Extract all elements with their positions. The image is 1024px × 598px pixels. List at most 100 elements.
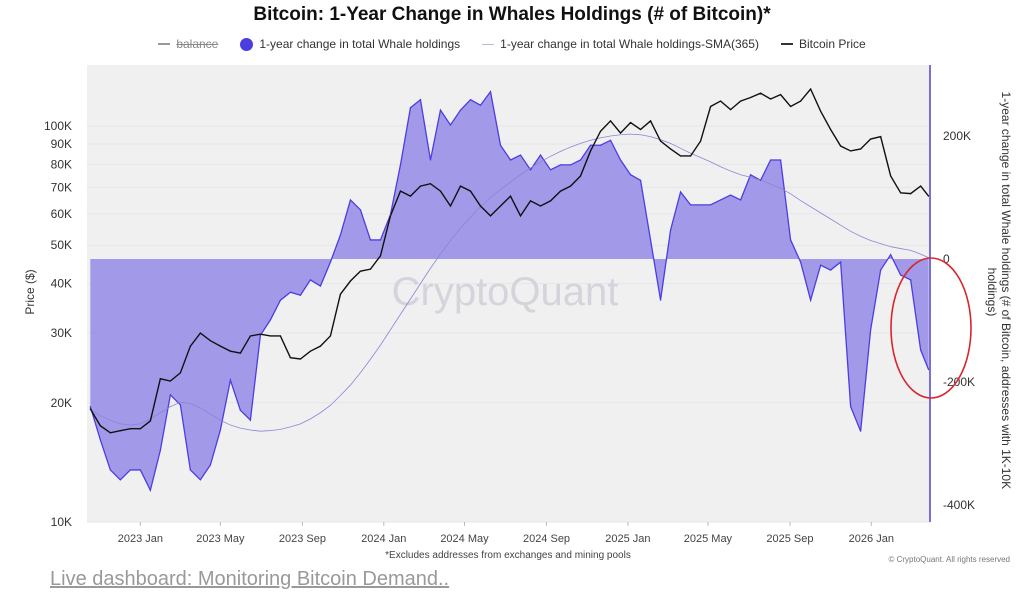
bitcoin-price-point xyxy=(279,335,282,337)
bitcoin-price-point xyxy=(209,340,211,342)
legend-item-balance[interactable]: balance xyxy=(158,37,218,51)
bitcoin-price-point xyxy=(519,215,522,217)
whale-change-point xyxy=(399,164,402,166)
whale-change-point xyxy=(199,479,201,481)
whale-change-point xyxy=(369,239,372,241)
whale-change-point xyxy=(349,199,352,201)
bitcoin-price-point xyxy=(269,335,272,337)
bitcoin-price-point xyxy=(928,195,930,197)
whale-change-point xyxy=(639,179,642,181)
left-tick-label: 100K xyxy=(44,119,72,133)
whale-change-point xyxy=(299,294,302,296)
whale-change-point xyxy=(780,159,782,161)
whale-change-point xyxy=(429,159,432,161)
whale-change-point xyxy=(649,239,652,241)
bitcoin-price-point xyxy=(99,425,101,427)
whale-change-point xyxy=(659,299,662,301)
bitcoin-price-point xyxy=(649,120,652,122)
bitcoin-price-point xyxy=(619,132,622,134)
bitcoin-price-point xyxy=(339,293,342,295)
whale-change-point xyxy=(729,194,732,196)
bitcoin-price-point xyxy=(739,100,742,102)
bitcoin-price-point xyxy=(439,190,442,192)
x-tick-label: 2023 May xyxy=(196,533,245,545)
whale-change-point xyxy=(749,174,752,176)
bitcoin-price-point xyxy=(249,335,251,337)
whale-change-point xyxy=(309,279,312,281)
whale-change-point xyxy=(239,409,241,411)
bitcoin-price-point xyxy=(509,195,512,197)
x-tick-label: 2026 Jan xyxy=(849,533,894,545)
whale-change-point xyxy=(159,449,161,451)
whale-change-point xyxy=(259,334,262,336)
whale-change-point xyxy=(850,406,852,408)
whale-change-point xyxy=(469,99,472,101)
legend-item-bitcoin-price[interactable]: Bitcoin Price xyxy=(780,37,866,51)
legend-item-whale-change[interactable]: 1-year change in total Whale holdings xyxy=(240,37,460,51)
bitcoin-price-point xyxy=(479,205,482,207)
right-axis-label-line1: 1-year change in total Whale holdings (#… xyxy=(999,92,1013,490)
x-tick-label: 2024 Jan xyxy=(361,533,406,545)
legend-item-whale-sma[interactable]: 1-year change in total Whale holdings-SM… xyxy=(482,37,759,51)
bitcoin-price-point xyxy=(419,185,422,187)
bitcoin-price-point xyxy=(129,428,131,430)
highlight-ellipse xyxy=(890,257,972,399)
whale-change-point xyxy=(529,169,532,171)
bitcoin-price-point xyxy=(729,109,732,111)
bitcoin-price-point xyxy=(389,215,392,217)
whale-change-point xyxy=(609,139,612,141)
left-tick-label: 60K xyxy=(51,207,72,221)
x-tick-label: 2023 Jan xyxy=(118,533,163,545)
whale-change-point xyxy=(99,439,101,441)
right-tick-label: -400K xyxy=(943,498,975,512)
bitcoin-price-point xyxy=(219,345,221,347)
x-tick-label: 2025 Sep xyxy=(766,533,813,545)
bitcoin-price-point xyxy=(319,345,322,347)
whale-change-point xyxy=(289,291,292,293)
bitcoin-price-point xyxy=(299,358,302,360)
legend-label: balance xyxy=(176,37,219,51)
bitcoin-price-point xyxy=(719,100,722,102)
bitcoin-price-point xyxy=(199,332,201,334)
live-dashboard-link[interactable]: Live dashboard: Monitoring Bitcoin Deman… xyxy=(50,568,450,590)
bitcoin-price-point xyxy=(139,428,141,430)
whale-change-point xyxy=(379,239,382,241)
right-axis-label-line2: holdings) xyxy=(985,268,999,317)
bitcoin-price-point xyxy=(639,128,642,131)
legend-label: 1-year change in total Whale holdings-SM… xyxy=(500,37,759,51)
bitcoin-price-point xyxy=(699,140,702,142)
bitcoin-price-point xyxy=(379,255,382,257)
whale-change-point xyxy=(920,349,922,351)
bitcoin-price-point xyxy=(689,155,692,157)
whale-change-point xyxy=(229,379,231,381)
left-tick-label: 80K xyxy=(51,157,72,171)
whale-change-point xyxy=(669,229,672,231)
bitcoin-price-point xyxy=(599,130,602,132)
line-swatch-icon xyxy=(158,43,171,45)
bitcoin-price-point xyxy=(449,205,452,207)
x-tick-label: 2023 Sep xyxy=(279,533,326,545)
whale-change-point xyxy=(619,159,622,161)
whale-change-point xyxy=(149,489,151,491)
bitcoin-price-point xyxy=(169,380,171,382)
whale-change-point xyxy=(880,269,882,271)
left-tick-label: 90K xyxy=(51,137,72,151)
bitcoin-price-point xyxy=(179,372,181,374)
whale-change-point xyxy=(169,394,171,396)
bitcoin-price-point xyxy=(920,185,922,187)
bitcoin-price-point xyxy=(289,357,292,359)
whale-sma-line xyxy=(90,133,929,432)
whale-change-point xyxy=(800,261,802,263)
whale-change-point xyxy=(770,159,772,161)
legend-label: 1-year change in total Whale holdings xyxy=(259,37,461,51)
whale-change-point xyxy=(209,464,211,466)
whale-change-point xyxy=(549,169,552,171)
bitcoin-price-point xyxy=(840,145,842,147)
bitcoin-price-point xyxy=(659,140,662,142)
bitcoin-price-point xyxy=(329,335,332,337)
bitcoin-price-point xyxy=(910,192,912,195)
whale-change-point xyxy=(810,299,812,301)
whale-change-point xyxy=(559,164,562,166)
bitcoin-price-point xyxy=(529,200,532,202)
